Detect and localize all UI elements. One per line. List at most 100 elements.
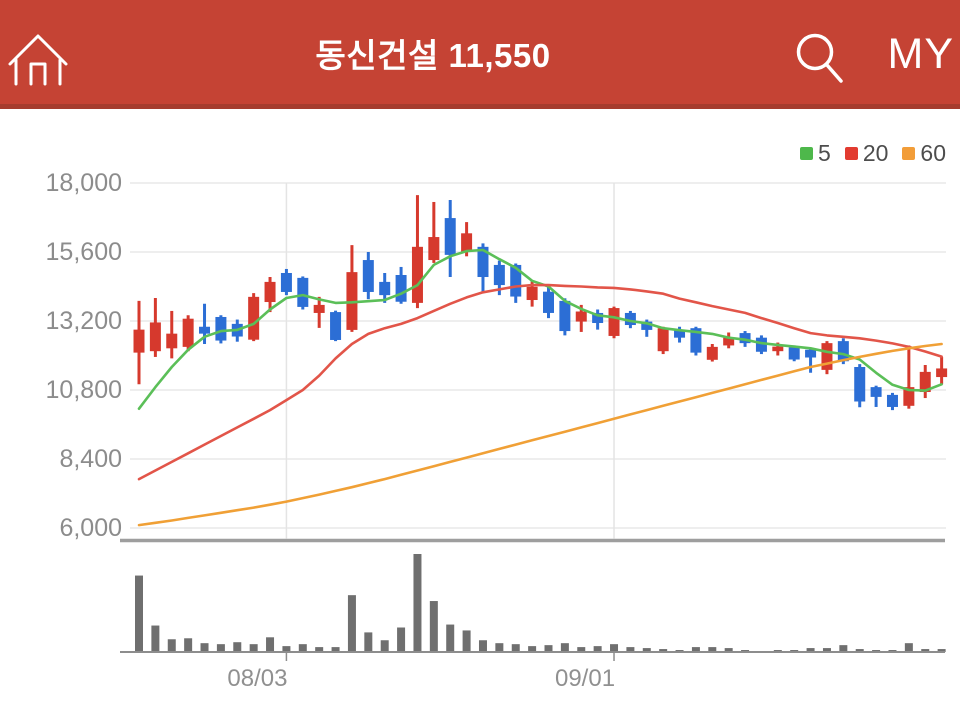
volume-bar: [184, 638, 193, 652]
x-axis-label: 08/03: [227, 665, 287, 692]
volume-layer: [135, 554, 946, 652]
home-button[interactable]: [4, 24, 72, 92]
candle: [182, 315, 194, 352]
candle: [886, 392, 898, 411]
candle: [510, 263, 522, 303]
legend-ma60: 60: [902, 140, 946, 167]
candle-body: [657, 328, 669, 352]
volume-bar: [266, 637, 275, 652]
candle-body: [674, 329, 686, 338]
volume-bar: [904, 643, 913, 652]
candle-body: [379, 281, 391, 296]
candle-body: [182, 318, 194, 347]
volume-bar: [315, 647, 324, 652]
candle-body: [903, 387, 915, 406]
candle-body: [395, 275, 407, 302]
ma-lines-layer: [137, 248, 943, 527]
candle-body: [280, 272, 292, 292]
volume-bar: [839, 645, 848, 652]
candle: [821, 341, 833, 375]
page-title: 동신건설 11,550: [315, 37, 551, 74]
candle-body: [870, 387, 882, 397]
ma20-line: [137, 283, 943, 481]
candle: [477, 243, 489, 293]
candle: [313, 296, 325, 328]
search-button[interactable]: [788, 26, 850, 90]
volume-bar: [495, 643, 504, 652]
candle-body: [297, 277, 309, 307]
candle-body: [821, 343, 833, 370]
candle-body: [641, 321, 653, 330]
candle-body: [362, 260, 374, 292]
candle: [903, 345, 915, 409]
candle-body: [166, 333, 178, 349]
volume-bar: [724, 648, 733, 652]
candles-layer: [133, 195, 948, 411]
candle-body: [526, 286, 538, 301]
volume-bar: [233, 642, 242, 652]
candle: [608, 306, 620, 339]
candle-body: [592, 312, 604, 324]
y-axis-label: 8,400: [59, 445, 122, 473]
candle-body: [149, 322, 161, 352]
ma-legend: 5 20 60: [800, 140, 946, 167]
candle: [919, 364, 931, 399]
volume-bar: [380, 640, 389, 652]
volume-bar: [298, 644, 307, 652]
candle-body: [444, 218, 456, 255]
candle: [936, 356, 948, 385]
y-axis-label: 6,000: [59, 514, 122, 542]
ma5-swatch: [800, 147, 814, 160]
volume-bar: [822, 648, 831, 652]
y-axis-label: 13,200: [46, 307, 122, 335]
candle-body: [477, 246, 489, 278]
grid-layer: 18,000 15,600 13,200 10,800 8,400 6,000: [46, 169, 946, 542]
candle: [805, 348, 817, 373]
volume-bar: [806, 648, 815, 652]
candle-body: [264, 281, 276, 303]
volume-bar: [921, 649, 930, 652]
volume-bar: [478, 640, 487, 652]
volume-bar: [528, 646, 537, 652]
candle-body: [624, 312, 636, 326]
candle: [755, 335, 767, 355]
candle: [166, 310, 178, 359]
volume-bar: [610, 644, 619, 652]
candle: [870, 385, 882, 407]
volume-bar: [544, 645, 553, 652]
candle: [395, 266, 407, 304]
candle-body: [919, 371, 931, 393]
candle-body: [330, 312, 342, 340]
volume-bar: [593, 646, 602, 652]
candle-body: [739, 333, 751, 344]
volume-bar: [167, 639, 176, 652]
my-button[interactable]: MY: [888, 24, 955, 84]
candle-body: [575, 311, 587, 322]
candle-body: [248, 296, 260, 340]
candle-body: [706, 346, 718, 360]
volume-bar: [364, 632, 373, 652]
volume-bar: [413, 554, 422, 652]
volume-bar: [462, 630, 471, 652]
candle-body: [313, 304, 325, 313]
candle-body: [559, 300, 571, 332]
candle: [297, 276, 309, 310]
candle-body: [543, 291, 554, 313]
candle-body: [936, 368, 948, 378]
candle-body: [788, 347, 800, 360]
candle: [149, 298, 161, 357]
candle-body: [215, 316, 227, 341]
legend-ma5: 5: [800, 140, 831, 167]
volume-bar: [511, 644, 520, 652]
candle: [706, 344, 718, 362]
candle: [133, 300, 145, 385]
candle-body: [608, 308, 620, 336]
ma5-line: [137, 248, 943, 411]
candle-body: [805, 349, 817, 358]
x-axis-label: 09/01: [555, 665, 615, 692]
candle: [723, 332, 735, 349]
volume-bar: [626, 647, 635, 652]
volume-bar: [216, 644, 225, 652]
candle-body: [411, 246, 423, 303]
